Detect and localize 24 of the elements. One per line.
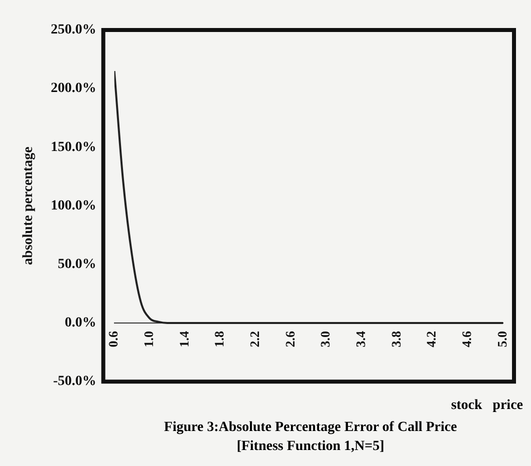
x-tick-label: 3.8 [388, 330, 404, 348]
x-tick-label: 1.4 [176, 330, 192, 348]
text: Figure 3:Absolute Percentage Error of Call Price [163, 419, 458, 437]
y-axis-title: absolute percentage [21, 146, 36, 265]
x-tick-label: 1.8 [212, 330, 227, 348]
y-tick-label: 150.0% [50, 140, 96, 155]
y-tick-label: 250.0% [50, 22, 96, 38]
x-tick-label: 0.6 [106, 330, 121, 348]
x-tick-label: 4.6 [459, 330, 474, 348]
text: [Fitness Function 1,N=5] [236, 438, 386, 456]
x-tick-label: 4.2 [424, 331, 439, 348]
x-tick-label: 5.0 [494, 331, 510, 348]
y-tick-label: 50.0% [58, 257, 96, 272]
x-axis-title: stock price [451, 398, 523, 414]
x-tick-label: 1.0 [140, 331, 156, 348]
line-series [114, 70, 503, 324]
y-tick-label: 100.0% [50, 198, 96, 214]
y-tick-label: 0.0% [64, 316, 96, 331]
x-tick-label: 3.4 [353, 330, 368, 348]
x-tick-label: 3.0 [318, 331, 333, 348]
x-tick-label: 2.2 [247, 331, 262, 348]
y-tick-label: 200.0% [50, 81, 96, 96]
y-tick-label: -50.0% [53, 374, 96, 390]
x-tick-label: 2.6 [282, 330, 298, 348]
